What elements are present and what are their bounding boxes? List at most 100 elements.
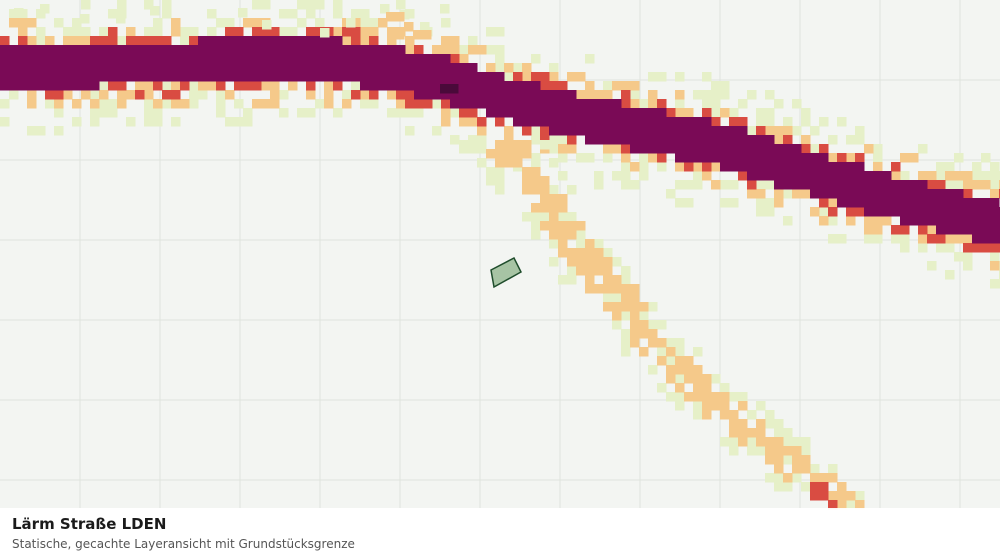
noise-cell-branch-road: [684, 392, 694, 402]
noise-cell-main-road: [144, 117, 154, 127]
noise-cell-branch-road: [747, 446, 757, 456]
noise-cell-main-road: [252, 81, 262, 91]
noise-cell-main-road: [18, 63, 28, 73]
noise-cell-main-road: [603, 144, 613, 154]
noise-cell-main-road: [360, 27, 370, 37]
noise-cell-branch-road: [594, 266, 604, 276]
noise-cell-main-road: [711, 162, 721, 172]
noise-cell-main-road: [180, 63, 190, 73]
noise-cell-branch-road: [639, 329, 649, 339]
noise-cell-main-road: [657, 99, 667, 109]
noise-cell-main-road: [702, 135, 712, 145]
noise-cell-main-road: [297, 18, 307, 28]
noise-cell-main-road: [738, 162, 748, 172]
noise-cell-main-road: [324, 99, 334, 109]
noise-cell-main-road: [873, 171, 883, 181]
noise-cell-main-road: [540, 126, 550, 136]
noise-cell-branch-road: [774, 437, 784, 447]
noise-cell-main-road: [99, 108, 109, 118]
noise-cell-main-road: [666, 144, 676, 154]
noise-cell-main-road: [549, 99, 559, 109]
noise-cell-main-road: [207, 81, 217, 91]
noise-cell-main-road: [432, 81, 442, 91]
noise-cell-main-road: [882, 207, 892, 217]
noise-cell-main-road: [927, 261, 937, 271]
noise-cell-branch-road: [540, 212, 550, 222]
noise-cell-main-road: [630, 126, 640, 136]
noise-cell-branch-road: [828, 464, 838, 474]
noise-cell-main-road: [990, 216, 1000, 226]
noise-cell-main-road: [288, 72, 298, 82]
noise-cell-branch-road: [549, 203, 559, 213]
noise-cell-main-road: [414, 90, 424, 100]
noise-cell-main-road: [495, 63, 505, 73]
noise-cell-main-road: [486, 90, 496, 100]
noise-cell-main-road: [324, 72, 334, 82]
noise-cell-main-road: [585, 135, 595, 145]
noise-cell-branch-road: [711, 401, 721, 411]
noise-cell-main-road: [540, 108, 550, 118]
noise-cell-branch-road: [585, 284, 595, 294]
noise-cell-branch-road: [738, 401, 748, 411]
noise-cell-main-road: [549, 135, 559, 145]
noise-cell-main-road: [837, 180, 847, 190]
noise-cell-main-road: [522, 126, 532, 136]
noise-cell-main-road: [540, 135, 550, 145]
noise-cell-branch-road: [567, 230, 577, 240]
noise-cell-main-road: [189, 72, 199, 82]
noise-cell-main-road: [261, 54, 271, 64]
noise-cell-main-road: [351, 36, 361, 46]
noise-cell-main-road: [395, 12, 405, 22]
noise-cell-main-road: [594, 117, 604, 127]
noise-cell-main-road: [531, 90, 541, 100]
noise-cell-main-road: [378, 18, 388, 28]
noise-cell-branch-road: [630, 293, 640, 303]
noise-cell-main-road: [18, 36, 28, 46]
noise-cell-branch-road: [819, 482, 829, 492]
noise-cell-main-road: [468, 45, 478, 55]
noise-cell-main-road: [531, 153, 541, 163]
noise-cell-main-road: [990, 243, 1000, 253]
noise-cell-main-road: [972, 234, 982, 244]
noise-cell-main-road: [315, 27, 325, 37]
noise-cell-main-road: [54, 63, 64, 73]
noise-cell-branch-road: [819, 473, 829, 483]
noise-cell-main-road: [513, 81, 523, 91]
noise-cell-main-road: [621, 162, 631, 172]
noise-cell-main-road: [81, 45, 91, 55]
noise-cell-branch-road: [495, 140, 505, 150]
noise-cell-main-road: [756, 207, 766, 217]
noise-cell-main-road: [711, 108, 721, 118]
noise-cell-main-road: [747, 189, 757, 199]
noise-cell-main-road: [828, 189, 838, 199]
noise-cell-main-road: [603, 126, 613, 136]
noise-cell-main-road: [540, 81, 550, 91]
noise-cell-main-road: [918, 144, 928, 154]
noise-cell-main-road: [99, 27, 109, 37]
noise-cell-branch-road: [549, 185, 559, 195]
noise-cell-main-road: [765, 180, 775, 190]
noise-cell-main-road: [396, 72, 406, 82]
noise-cell-main-road: [90, 99, 100, 109]
noise-cell-main-road: [576, 99, 586, 109]
noise-cell-branch-road: [513, 158, 523, 168]
noise-cell-main-road: [360, 45, 370, 55]
noise-cell-main-road: [531, 117, 541, 127]
noise-cell-main-road: [90, 90, 100, 100]
noise-cell-branch-road: [666, 356, 676, 366]
noise-cell-main-road: [432, 63, 442, 73]
noise-cell-main-road: [198, 72, 208, 82]
noise-cell-main-road: [990, 234, 1000, 244]
noise-cell-main-road: [522, 63, 532, 73]
noise-cell-branch-road: [621, 284, 631, 294]
parcel-boundary[interactable]: [490, 256, 522, 289]
noise-cell-main-road: [585, 108, 595, 118]
noise-cell-main-road: [495, 72, 505, 82]
noise-cell-main-road: [873, 189, 883, 199]
noise-cell-main-road: [234, 27, 244, 37]
noise-cell-main-road: [297, 45, 307, 55]
noise-cell-main-road: [0, 99, 10, 109]
noise-cell-branch-road: [621, 275, 631, 285]
noise-cell-branch-road: [567, 221, 577, 231]
